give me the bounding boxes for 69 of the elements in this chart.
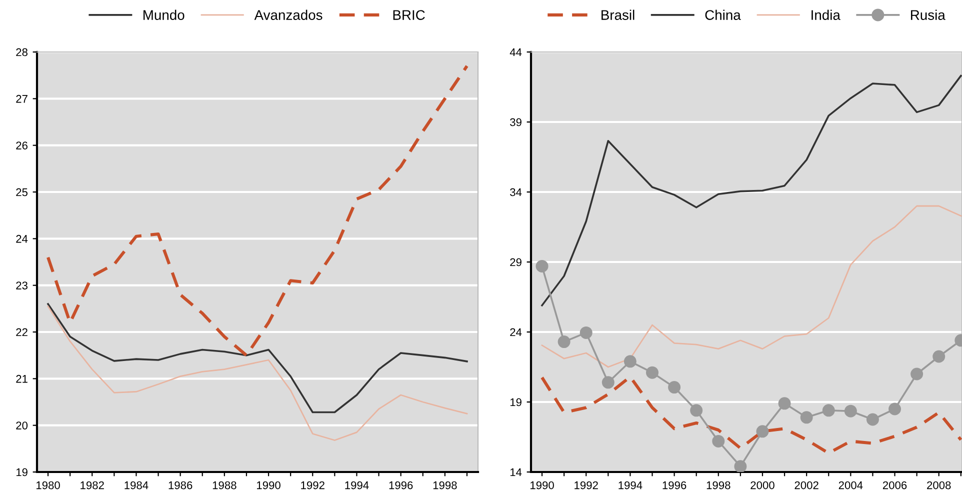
y-tick-label: 29 bbox=[510, 258, 522, 266]
x-tick-label: 1996 bbox=[662, 481, 686, 490]
x-tick-label: 1998 bbox=[706, 481, 730, 490]
point bbox=[668, 381, 681, 394]
y-tick-label: 21 bbox=[16, 374, 28, 383]
x-tick-label: 1980 bbox=[36, 481, 60, 490]
x-tick-label: 1996 bbox=[389, 481, 413, 490]
x-tick-label: 1998 bbox=[433, 481, 457, 490]
legend-label: China bbox=[705, 10, 741, 20]
x-tick-label: 1986 bbox=[168, 481, 192, 490]
point bbox=[910, 368, 924, 380]
line-series bbox=[540, 375, 962, 455]
y-tick-label: 19 bbox=[510, 398, 522, 406]
x-tick-label: 1988 bbox=[212, 481, 236, 490]
point bbox=[756, 425, 769, 438]
legend-label: Avanzados bbox=[254, 10, 322, 20]
line-series bbox=[47, 306, 468, 441]
point bbox=[888, 402, 902, 416]
x-tick-label: 1992 bbox=[574, 481, 598, 490]
point bbox=[844, 404, 857, 418]
point bbox=[712, 434, 725, 448]
y-tick-label: 25 bbox=[16, 188, 28, 196]
point bbox=[800, 411, 813, 424]
x-tick-label: 2008 bbox=[927, 481, 951, 490]
point bbox=[646, 366, 659, 379]
y-tick-label: 44 bbox=[510, 48, 522, 56]
x-tick-label: 1984 bbox=[124, 481, 148, 490]
x-tick-label: 1990 bbox=[530, 481, 554, 490]
y-tick-label: 14 bbox=[510, 468, 522, 476]
y-tick-label: 22 bbox=[16, 328, 28, 336]
point bbox=[866, 413, 879, 426]
x-tick-label: 1994 bbox=[345, 481, 369, 490]
point bbox=[558, 336, 570, 348]
y-tick-label: 27 bbox=[16, 94, 28, 103]
y-tick-label: 24 bbox=[510, 328, 522, 336]
x-tick-label: 1982 bbox=[80, 481, 104, 490]
y-tick-label: 19 bbox=[16, 468, 28, 476]
point bbox=[602, 376, 614, 389]
legend-label: Rusia bbox=[911, 10, 946, 20]
line-series bbox=[47, 303, 468, 414]
x-tick-label: 2002 bbox=[794, 481, 818, 490]
y-tick-label: 34 bbox=[510, 188, 522, 196]
legend-label: Mundo bbox=[144, 10, 184, 20]
legend-label: BRIC bbox=[393, 10, 425, 20]
y-tick-label: 26 bbox=[16, 142, 28, 150]
point bbox=[580, 326, 592, 339]
y-tick-label: 39 bbox=[510, 118, 522, 126]
x-tick-label: 1992 bbox=[301, 481, 324, 490]
x-tick-label: 2006 bbox=[882, 481, 907, 490]
legend-label: Brasil bbox=[602, 10, 634, 20]
x-tick-label: 1990 bbox=[257, 481, 280, 490]
y-tick-label: 24 bbox=[16, 234, 28, 243]
line-series bbox=[46, 64, 469, 357]
point bbox=[690, 404, 703, 417]
x-tick-label: 1994 bbox=[618, 481, 642, 490]
x-tick-label: 2004 bbox=[838, 481, 863, 490]
y-tick-label: 23 bbox=[16, 282, 28, 290]
y-tick-label: 20 bbox=[16, 422, 28, 430]
point bbox=[932, 350, 946, 363]
y-tick-label: 28 bbox=[16, 48, 28, 56]
point bbox=[822, 404, 835, 417]
line-series bbox=[541, 205, 962, 368]
line-series bbox=[541, 74, 962, 306]
point bbox=[624, 355, 636, 368]
x-tick-label: 2000 bbox=[750, 481, 774, 490]
point bbox=[734, 460, 747, 472]
legend-label: India bbox=[812, 10, 840, 20]
point bbox=[778, 397, 791, 410]
point bbox=[536, 260, 548, 272]
